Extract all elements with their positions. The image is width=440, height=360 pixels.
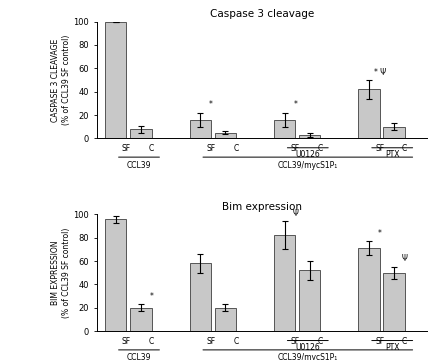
Bar (105, 219, 126, 331)
Y-axis label: BIM EXPRESSION
(% of CCL39 SF control): BIM EXPRESSION (% of CCL39 SF control) (51, 228, 71, 318)
Bar (358, 89, 380, 139)
Title: Bim expression: Bim expression (222, 202, 302, 212)
Text: C: C (402, 337, 407, 346)
Text: SF: SF (122, 144, 131, 153)
Text: U0126: U0126 (295, 150, 320, 159)
Text: C: C (402, 144, 407, 153)
Text: PTX: PTX (385, 343, 400, 352)
Bar (358, 248, 380, 331)
Bar (299, 270, 320, 331)
Bar (190, 120, 211, 139)
Text: C: C (233, 337, 238, 346)
Text: SF: SF (206, 337, 216, 346)
Text: *: * (378, 229, 381, 238)
Bar (274, 235, 295, 331)
Text: PTX: PTX (385, 150, 400, 159)
Text: CCL39: CCL39 (127, 354, 151, 360)
Text: SF: SF (291, 144, 300, 153)
Bar (130, 129, 151, 139)
Text: C: C (318, 337, 323, 346)
Text: CCL39/mycS1P₁: CCL39/mycS1P₁ (278, 161, 338, 170)
Text: CCL39: CCL39 (127, 161, 151, 170)
Text: Ψ: Ψ (292, 209, 298, 218)
Text: * Ψ: * Ψ (374, 68, 386, 77)
Title: Caspase 3 cleavage: Caspase 3 cleavage (210, 9, 314, 19)
Text: SF: SF (206, 144, 216, 153)
Bar (190, 264, 211, 331)
Text: C: C (318, 144, 323, 153)
Text: *: * (293, 100, 297, 109)
Bar (130, 308, 151, 331)
Y-axis label: CASPASE 3 CLEAVAGE
(% of CCL39 SF control): CASPASE 3 CLEAVAGE (% of CCL39 SF contro… (51, 35, 71, 125)
Text: C: C (233, 144, 238, 153)
Text: SF: SF (291, 337, 300, 346)
Text: U0126: U0126 (295, 343, 320, 352)
Bar (274, 120, 295, 139)
Bar (383, 273, 405, 331)
Text: SF: SF (375, 144, 384, 153)
Bar (105, 22, 126, 139)
Text: Ψ: Ψ (402, 255, 408, 264)
Text: *: * (150, 292, 154, 301)
Text: C: C (149, 337, 154, 346)
Text: CCL39/mycS1P₁: CCL39/mycS1P₁ (278, 354, 338, 360)
Text: SF: SF (122, 337, 131, 346)
Text: C: C (149, 144, 154, 153)
Bar (215, 308, 236, 331)
Text: SF: SF (375, 337, 384, 346)
Text: *: * (209, 100, 213, 109)
Bar (215, 132, 236, 139)
Bar (383, 127, 405, 139)
Bar (299, 135, 320, 139)
